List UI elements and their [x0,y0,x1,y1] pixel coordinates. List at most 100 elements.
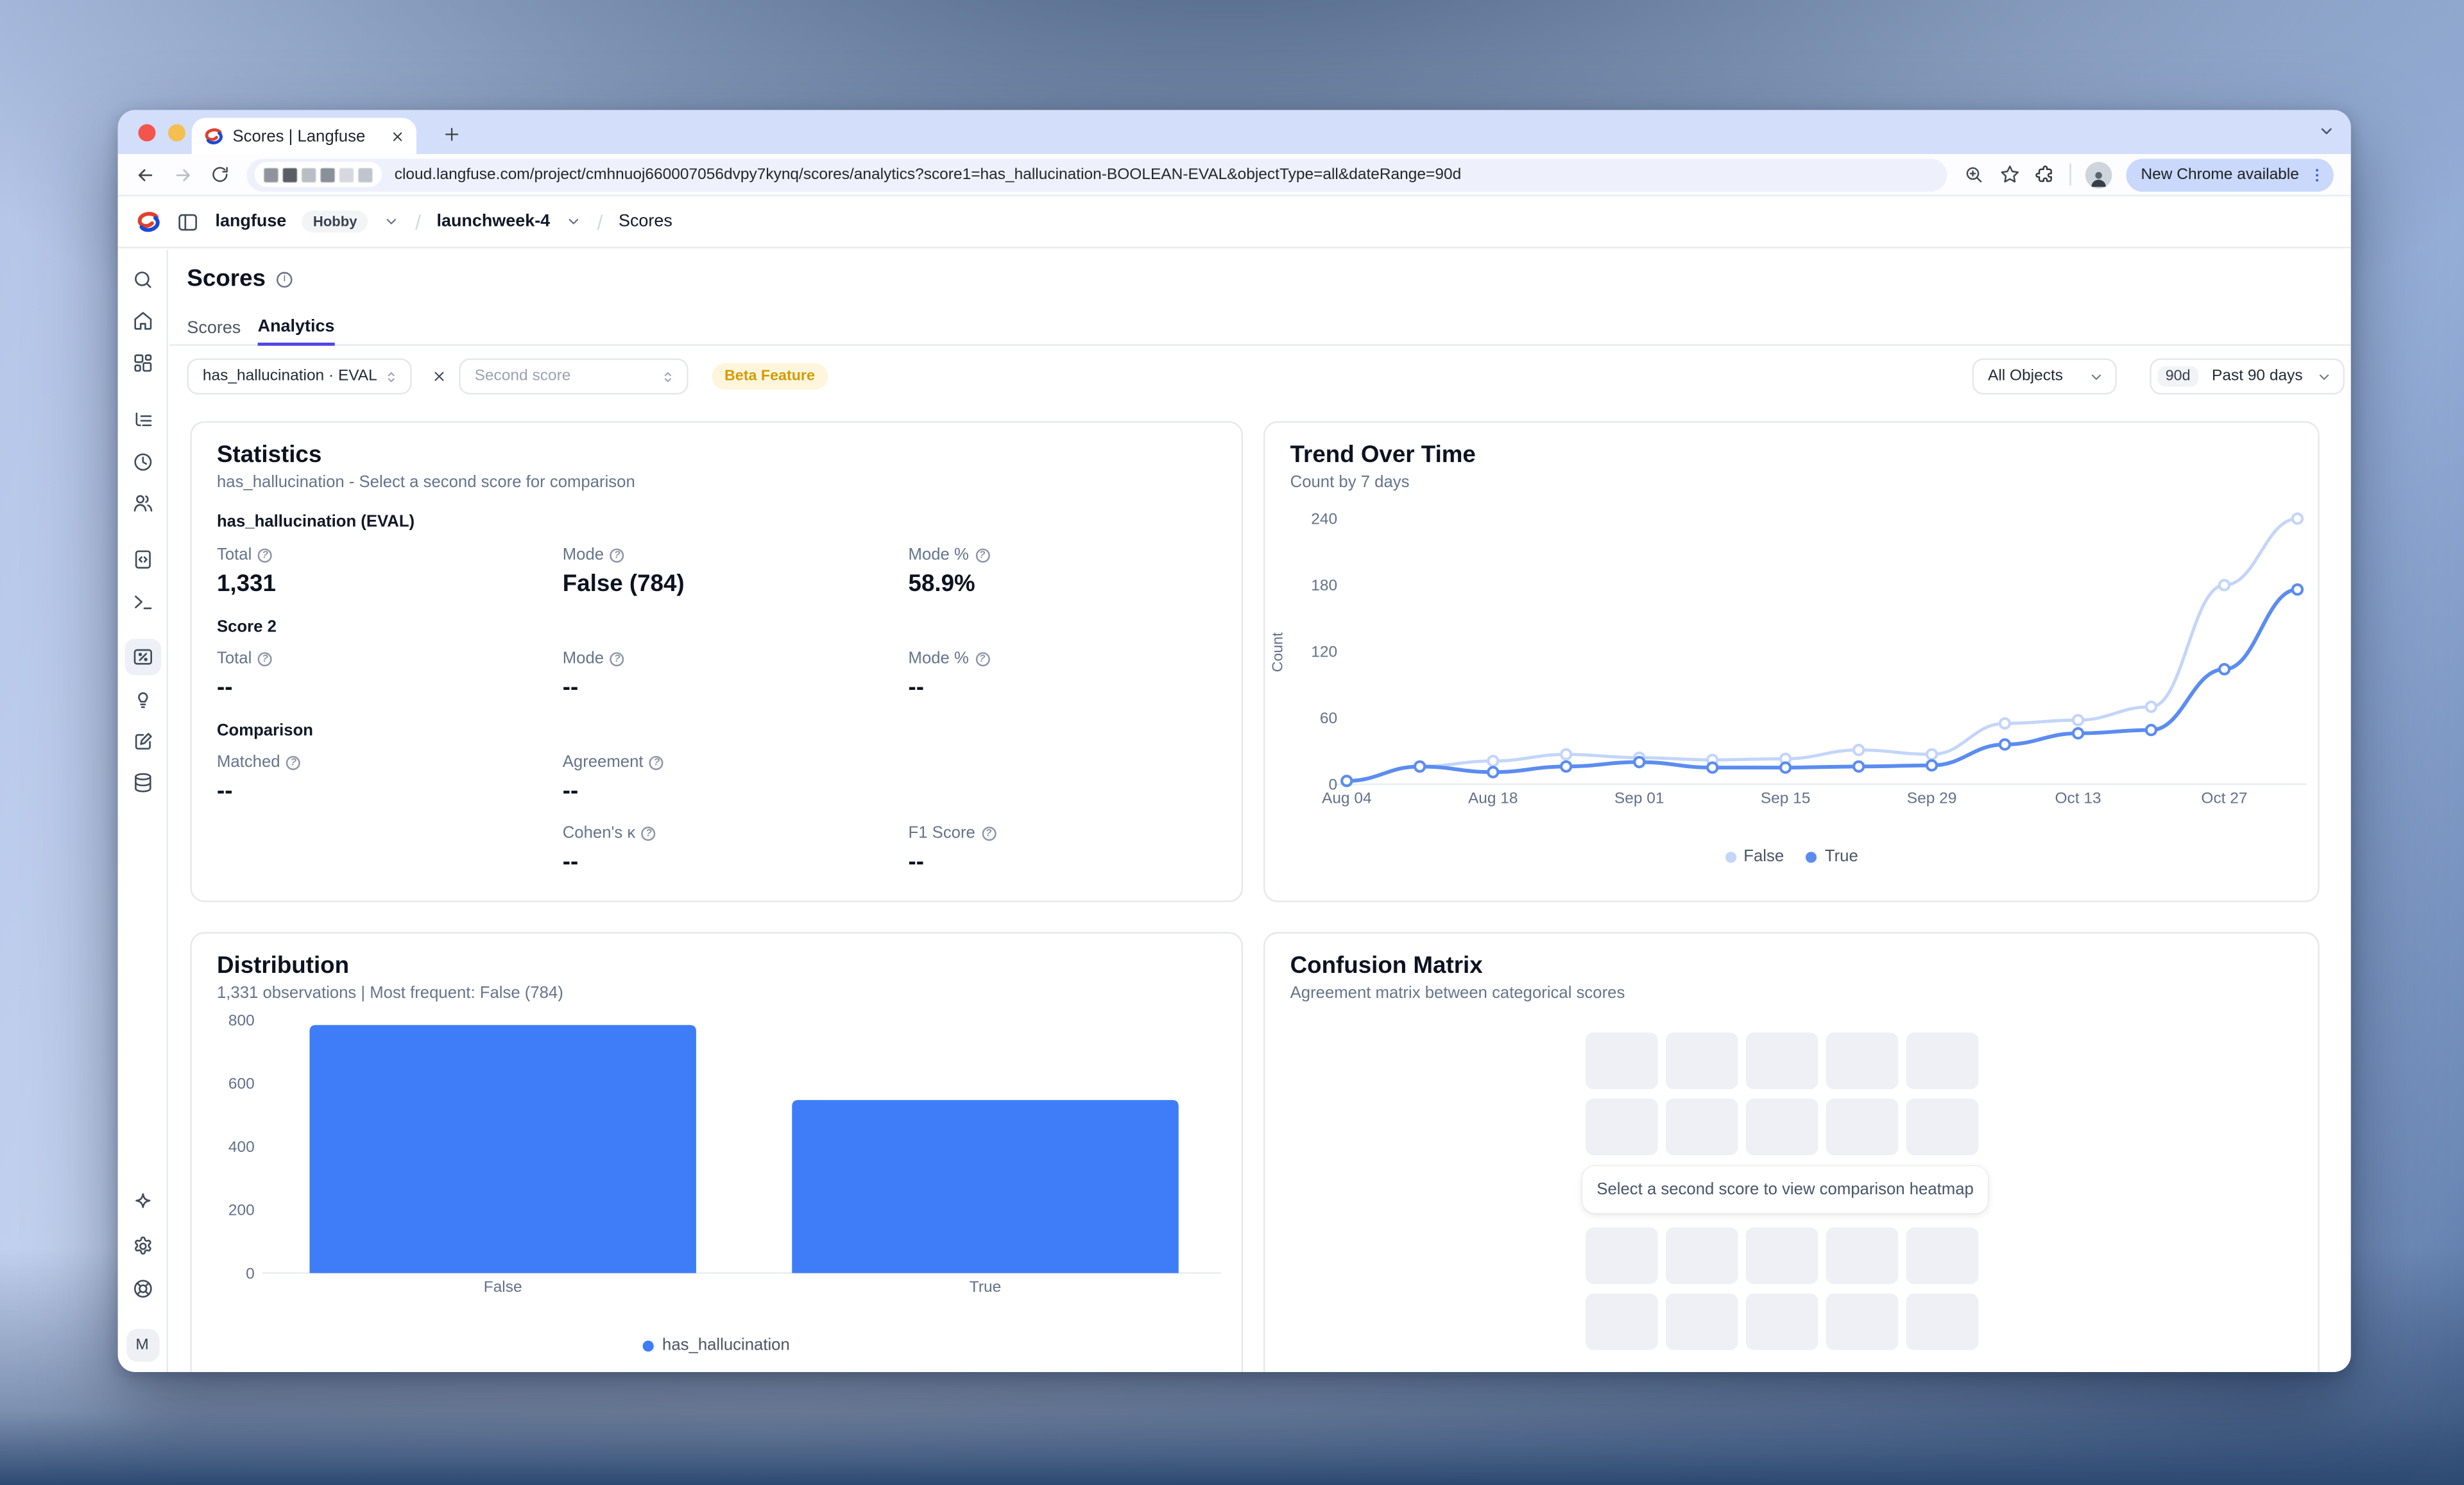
help-icon[interactable] [981,825,996,840]
mode-pct-label: Mode % [908,545,969,565]
date-range-select[interactable]: 90d Past 90 days [2150,358,2345,395]
legend-dot-icon [1724,851,1736,863]
forward-icon[interactable] [173,164,193,185]
distribution-subtitle: 1,331 observations | Most frequent: Fals… [216,984,563,1003]
mode-label: Mode [562,545,604,565]
extensions-icon[interactable] [2035,164,2056,185]
home-icon[interactable] [131,309,153,331]
prompts-icon[interactable] [131,549,153,571]
help-icon[interactable] [258,547,273,562]
heatmap-placeholder-tile [1906,1032,1979,1090]
svg-text:Count: Count [1269,632,1285,673]
chevron-down-icon[interactable] [384,214,399,229]
heatmap-placeholder-tile [1745,1098,1818,1156]
trend-title: Trend Over Time [1290,442,1476,468]
legend-label: has_hallucination [662,1335,790,1355]
agreement-value: -- [562,778,579,805]
evals-lightbulb-icon[interactable] [131,689,153,710]
heatmap-placeholder-tile [1745,1032,1818,1090]
distribution-title: Distribution [216,952,350,979]
playground-terminal-icon[interactable] [131,591,153,613]
comparison-section-label: Comparison [216,721,314,741]
reload-icon[interactable] [210,165,229,184]
back-icon[interactable] [135,164,156,185]
svg-text:0: 0 [246,1265,255,1282]
datasets-icon[interactable] [131,771,153,793]
annotation-icon[interactable] [131,731,153,753]
tab-analytics[interactable]: Analytics [257,309,335,346]
kebab-menu-icon[interactable] [2309,166,2326,183]
browser-tab[interactable]: Scores | Langfuse [191,117,416,155]
search-icon[interactable] [131,269,153,291]
tab-close-icon[interactable] [391,130,404,142]
heatmap-placeholder-tile [1586,1293,1658,1350]
heatmap-placeholder-tile [1745,1293,1818,1350]
ask-ai-sparkle-icon[interactable] [131,1191,153,1213]
bookmark-star-icon[interactable] [1999,164,2021,185]
main-content: Scores Scores Analytics has_hallucinatio… [169,250,2351,1372]
legend-item[interactable]: has_hallucination [643,1335,790,1355]
users-icon[interactable] [131,492,153,514]
tracing-icon[interactable] [131,410,153,432]
help-icon[interactable] [286,755,301,769]
profile-avatar[interactable] [2085,161,2113,188]
new-tab-button[interactable] [437,119,467,150]
heatmap-placeholder-tile [1906,1293,1979,1350]
help-icon[interactable] [258,651,273,666]
statistics-card: Statistics has_hallucination - Select a … [190,421,1244,902]
minimize-window-button[interactable] [168,124,185,142]
browser-window: Scores | Langfuse cloud.langfuse.com/pro… [117,110,2351,1372]
dashboards-icon[interactable] [131,352,153,374]
help-icon[interactable] [649,755,664,769]
breadcrumb-org[interactable]: langfuse [215,212,287,232]
heatmap-placeholder-tile [1586,1032,1658,1090]
tab-scores[interactable]: Scores [187,318,241,338]
breadcrumb-project[interactable]: launchweek-4 [436,212,551,232]
updown-chevron-icon [664,371,671,382]
svg-text:600: 600 [228,1076,255,1093]
total-label: Total [216,545,252,565]
legend-dot-icon [1806,851,1817,863]
sessions-clock-icon[interactable] [131,451,153,473]
score2-select[interactable]: Second score [459,358,689,395]
info-icon[interactable] [277,271,293,287]
help-icon[interactable] [642,825,656,840]
chevron-down-icon[interactable] [566,214,581,229]
confusion-empty-message: Select a second score to view comparison… [1582,1166,1988,1214]
distribution-bar-chart[interactable]: 0 200 400 600 800 False True [192,934,1245,1311]
user-avatar[interactable]: M [125,1328,159,1362]
breadcrumb-page[interactable]: Scores [618,212,672,232]
legend-item[interactable]: False [1724,847,1784,866]
score1-select[interactable]: has_hallucination · EVAL [187,358,412,395]
legend-item[interactable]: True [1806,847,1858,866]
scores-icon[interactable] [131,646,153,668]
object-type-select[interactable]: All Objects [1972,358,2117,395]
zoom-icon[interactable] [1965,164,1985,185]
help-icon[interactable] [610,547,624,562]
trend-line-chart[interactable]: 0 60 120 180 240 Count Aug 04 Aug 18 Sep 01 Sep 1… [1265,423,2321,832]
clear-score1-button[interactable] [424,361,452,390]
support-lifebuoy-icon[interactable] [131,1278,153,1300]
browser-toolbar: cloud.langfuse.com/project/cmhnuoj660007… [117,154,2351,197]
svg-text:200: 200 [228,1202,255,1219]
trend-legend: False True [1265,847,2318,866]
heatmap-placeholder-tile [1906,1098,1979,1156]
close-window-button[interactable] [138,124,156,142]
heatmap-placeholder-tile [1665,1032,1738,1090]
sidebar-toggle-icon[interactable] [176,210,200,234]
cohens-k-value: -- [562,848,579,876]
tab-search-chevron-icon[interactable] [2318,123,2335,140]
help-icon[interactable] [975,651,989,666]
svg-text:Sep 29: Sep 29 [1907,789,1957,807]
date-range-value: Past 90 days [2212,368,2303,386]
help-icon[interactable] [610,651,624,666]
score2-total-value: -- [216,674,233,701]
heatmap-placeholder-tile [1826,1098,1899,1156]
chrome-update-pill[interactable]: New Chrome available [2126,158,2334,191]
svg-text:120: 120 [1311,644,1337,661]
address-bar[interactable]: cloud.langfuse.com/project/cmhnuoj660007… [246,158,1948,191]
settings-gear-icon[interactable] [131,1235,153,1257]
svg-text:180: 180 [1311,577,1337,594]
svg-text:False: False [484,1278,522,1296]
help-icon[interactable] [975,547,989,562]
